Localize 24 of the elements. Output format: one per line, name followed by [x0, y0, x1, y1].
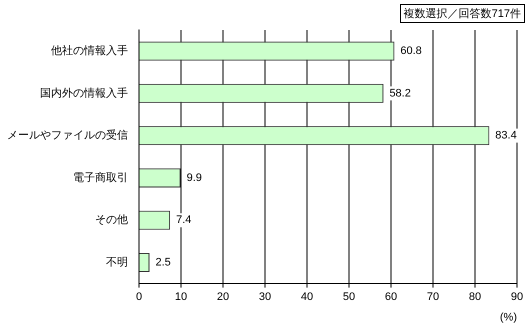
- y-tick-label: 他社の情報入手: [51, 44, 128, 58]
- y-tick-label: メールやファイルの受信: [7, 128, 128, 142]
- x-tick-label: 40: [300, 291, 314, 304]
- data-label: 9.9: [186, 172, 202, 184]
- data-label: 58.2: [389, 87, 411, 100]
- x-tick-label: 10: [174, 291, 188, 304]
- x-tick-label: 30: [258, 291, 272, 304]
- data-label: 60.8: [400, 45, 422, 58]
- x-tick-label: 90: [510, 291, 524, 304]
- y-tick-label: 不明: [106, 256, 128, 268]
- x-tick-label: 50: [342, 291, 356, 304]
- y-tick-label: 国内外の情報入手: [40, 86, 128, 100]
- x-tick-label: 70: [426, 291, 440, 304]
- data-label: 83.4: [495, 130, 517, 142]
- x-tick-label: 60: [384, 291, 398, 304]
- x-tick-label: 80: [468, 291, 482, 304]
- x-tick-label: 0: [136, 291, 142, 304]
- data-label: 7.4: [176, 214, 192, 226]
- x-tick-label: 20: [216, 291, 230, 304]
- y-tick-label: 電子商取引: [73, 170, 128, 184]
- data-label: 2.5: [156, 256, 171, 268]
- x-axis-title: (%): [500, 311, 517, 324]
- y-tick-label: その他: [95, 214, 128, 226]
- text: 複数選択／回答数717件: [400, 4, 525, 23]
